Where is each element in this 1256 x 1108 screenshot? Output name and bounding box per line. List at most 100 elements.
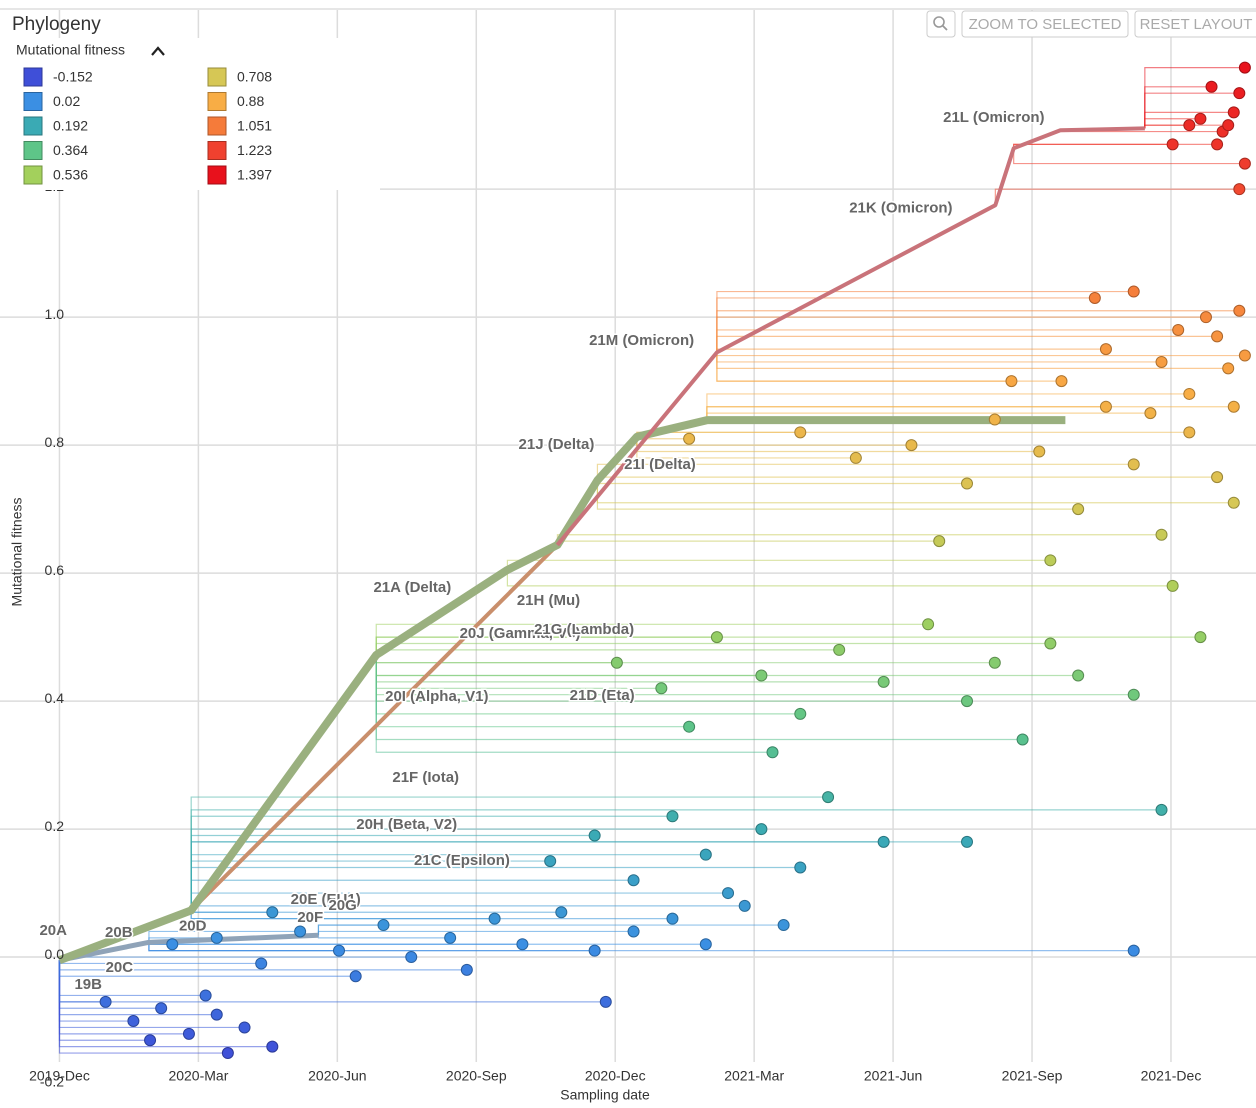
branch-connector xyxy=(716,352,1245,357)
tip xyxy=(1238,61,1251,74)
branch-connector xyxy=(716,352,1162,363)
legend-swatch xyxy=(207,141,227,160)
tip xyxy=(238,1021,251,1034)
tip xyxy=(961,477,974,490)
tip xyxy=(599,995,612,1008)
clade-label: 20I (Alpha, V1) xyxy=(385,688,488,705)
x-tick-label: 2021-Sep xyxy=(1002,1068,1063,1084)
tip xyxy=(266,906,279,919)
tip xyxy=(1072,669,1085,682)
tip xyxy=(516,938,529,951)
tip xyxy=(683,432,696,445)
tip xyxy=(710,631,723,644)
tip xyxy=(1166,138,1179,151)
tip xyxy=(1194,631,1207,644)
tip xyxy=(822,791,835,804)
clade-label: 21A (Delta) xyxy=(373,579,451,596)
legend-label: 0.364 xyxy=(53,142,88,158)
tip xyxy=(666,912,679,925)
tip xyxy=(1227,106,1240,119)
tip xyxy=(1233,183,1246,196)
tip xyxy=(1211,138,1224,151)
x-tick-label: 2020-Mar xyxy=(168,1068,228,1084)
tip xyxy=(1172,323,1185,336)
branch-connector xyxy=(190,866,801,911)
tip xyxy=(1044,554,1057,567)
clade-label: 21G (Lambda) xyxy=(534,621,634,638)
tip xyxy=(1183,426,1196,439)
tip xyxy=(377,919,390,932)
tip xyxy=(1194,112,1207,125)
clade-label: 19B xyxy=(74,976,102,993)
tip xyxy=(1144,407,1157,420)
branch-connector xyxy=(58,960,262,965)
search-icon-handle xyxy=(942,25,948,31)
reset-button-label[interactable]: RESET LAYOUT xyxy=(1140,16,1253,33)
y-tick-label: 0.4 xyxy=(45,690,65,706)
y-tick-label: -0.2 xyxy=(40,1074,64,1090)
legend-label: 1.051 xyxy=(237,118,272,134)
tip xyxy=(460,963,473,976)
panel-title: Phylogeny xyxy=(12,14,101,35)
branch-connector xyxy=(596,480,1079,510)
x-tick-label: 2020-Dec xyxy=(585,1068,646,1084)
tip xyxy=(1238,157,1251,170)
tip xyxy=(1227,400,1240,413)
branch-connector xyxy=(596,480,968,485)
tip xyxy=(1127,688,1140,701)
branch-connector xyxy=(58,960,606,1003)
tip xyxy=(877,675,890,688)
collapse-caret[interactable] xyxy=(151,46,165,56)
plot-area xyxy=(58,61,1251,1060)
clade-label: 21C (Epsilon) xyxy=(414,852,510,869)
tip xyxy=(1127,285,1140,298)
branch-connector xyxy=(506,559,1051,570)
x-axis-title: Sampling date xyxy=(560,1087,650,1103)
y-tick-label: 1.0 xyxy=(45,306,65,322)
legend-swatch xyxy=(207,165,227,185)
branch-connector xyxy=(375,655,884,683)
tip xyxy=(988,413,1001,426)
tip xyxy=(1227,496,1240,509)
tip xyxy=(794,861,807,874)
branch-connector xyxy=(375,642,1051,656)
tip xyxy=(99,995,112,1008)
search-icon xyxy=(933,16,945,28)
x-tick-label: 2021-Dec xyxy=(1141,1068,1202,1084)
branch-connector xyxy=(375,655,773,753)
tip xyxy=(699,938,712,951)
branch-connector xyxy=(375,636,1201,656)
branch-connector xyxy=(636,436,856,459)
tip xyxy=(610,656,623,669)
axes: 2019-Dec 2020-Mar 2020-Jun 2020-Sep 2020-Dec… xyxy=(29,178,1201,1090)
tip xyxy=(1088,291,1101,304)
clade-label: 20G xyxy=(328,897,356,914)
legend-title[interactable]: Mutational fitness xyxy=(16,42,125,58)
clade-label: 21M (Omicron) xyxy=(589,332,694,349)
legend-swatch xyxy=(207,116,227,136)
tip xyxy=(1205,80,1218,93)
tip xyxy=(655,682,668,695)
zoom-button-label[interactable]: ZOOM TO SELECTED xyxy=(969,16,1122,33)
tip xyxy=(877,835,890,848)
zoom-button[interactable] xyxy=(961,10,1129,38)
branch-connector xyxy=(148,942,1134,952)
legend-label: 0.708 xyxy=(237,69,272,85)
tip xyxy=(1155,528,1168,541)
branch-connector xyxy=(636,436,912,446)
tip xyxy=(1155,355,1168,368)
clade-label: 20H (Beta, V2) xyxy=(356,816,457,833)
tip xyxy=(627,925,640,938)
tip xyxy=(199,989,212,1002)
y-tick-label: 0.6 xyxy=(45,562,65,578)
clade-label: 21K (Omicron) xyxy=(849,199,952,216)
search-button[interactable] xyxy=(926,10,956,38)
tip xyxy=(961,695,974,708)
legend-swatch xyxy=(23,116,43,136)
branch-connector xyxy=(1013,148,1245,165)
tip xyxy=(1005,375,1018,388)
legend-label: 1.397 xyxy=(237,167,272,183)
clade-label: 21F (Iota) xyxy=(392,769,459,786)
reset-button[interactable] xyxy=(1134,10,1256,38)
tip xyxy=(255,957,268,970)
